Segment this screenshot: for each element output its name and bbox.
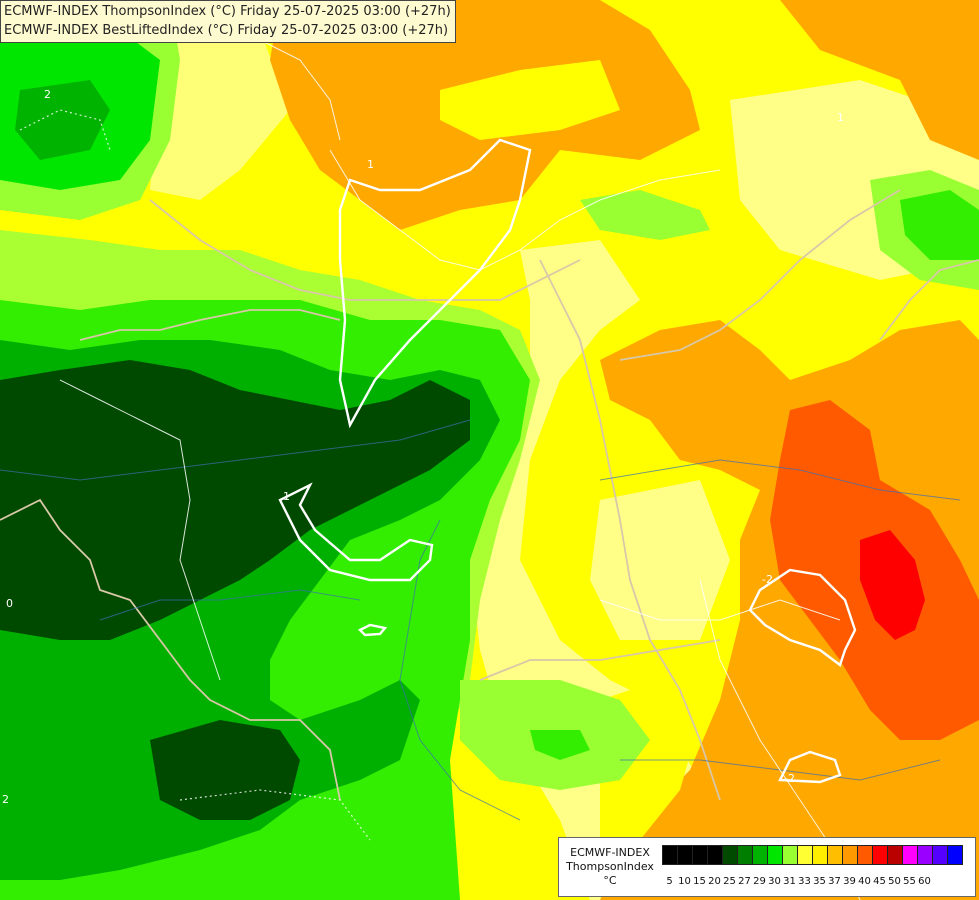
legend-parameter: ThompsonIndex [566,860,654,873]
legend-swatch [662,845,678,865]
legend-swatch [902,845,918,865]
legend-tick-label: 30 [768,876,781,887]
legend-swatch [932,845,948,865]
legend-tick-label: 50 [888,876,901,887]
legend-swatch [722,845,738,865]
legend-tick-label: 39 [843,876,856,887]
field-light-yellow-2 [590,480,730,640]
legend-swatch [692,845,708,865]
field-light-yellow [150,30,290,200]
legend-swatch [857,845,873,865]
field-green-south-blob [530,730,590,760]
legend-tick-label: 25 [723,876,736,887]
contour-label: 1 [283,490,290,503]
field-green-nw-core [15,80,110,160]
legend-tick-label: 55 [903,876,916,887]
legend-tick-label: 37 [828,876,841,887]
legend-tick-label: 35 [813,876,826,887]
legend-swatch [677,845,693,865]
legend-swatch [812,845,828,865]
legend-ticks: 5 10 15 20 25 27 29 30 31 33 35 37 39 40 45 50 55 60 [662,876,932,888]
color-legend: ECMWF-INDEX ThompsonIndex °C 5 10 15 20 25 27… [558,837,976,897]
legend-tick-label: 29 [753,876,766,887]
legend-tick-label: 5 [666,876,673,887]
title-thompson-index: ECMWF-INDEX ThompsonIndex (°C) Friday 25… [4,4,451,19]
field-yellow-hole-north [440,60,620,140]
legend-tick-label: 27 [738,876,751,887]
contour-label: 2 [44,88,51,101]
region-outlines [59,39,861,900]
legend-tick-label: 31 [783,876,796,887]
legend-tick-label: 15 [693,876,706,887]
legend-tick-label: 10 [678,876,691,887]
legend-tick-label: 40 [858,876,871,887]
legend-tick-label: 60 [918,876,931,887]
field-dark-green [0,360,470,640]
dotted-contours [19,109,371,841]
field-light-green-center [580,190,710,240]
legend-swatch [707,845,723,865]
legend-swatch [872,845,888,865]
lifted-index-contours [278,138,857,784]
field-orange-northeast [780,0,979,160]
legend-swatch [827,845,843,865]
legend-swatch [947,845,963,865]
legend-tick-label: 20 [708,876,721,887]
legend-model: ECMWF-INDEX [570,846,650,859]
field-orange-east [600,320,979,900]
legend-unit: °C [603,874,617,887]
contour-label: 1 [837,111,844,124]
contour-label: -2 [762,573,773,586]
map-title-box: ECMWF-INDEX ThompsonIndex (°C) Friday 25… [0,0,456,43]
field-red-core [860,530,925,640]
legend-title: ECMWF-INDEX ThompsonIndex °C [561,846,659,888]
legend-swatch [767,845,783,865]
legend-swatch [752,845,768,865]
legend-swatch [887,845,903,865]
field-dark-green-south [150,720,300,820]
contour-label: 1 [367,158,374,171]
contour-label: 0 [6,597,13,610]
country-borders [0,189,979,801]
legend-swatch [797,845,813,865]
legend-swatch [782,845,798,865]
title-best-lifted-index: ECMWF-INDEX BestLiftedIndex (°C) Friday … [4,23,449,38]
contour-label: -2 [784,772,795,785]
field-green-east [900,190,979,260]
legend-tick-label: 45 [873,876,886,887]
legend-swatch [737,845,753,865]
legend-tick-label: 33 [798,876,811,887]
legend-swatch [917,845,933,865]
contour-label: 2 [2,793,9,806]
legend-swatches [662,845,963,865]
legend-swatch [842,845,858,865]
